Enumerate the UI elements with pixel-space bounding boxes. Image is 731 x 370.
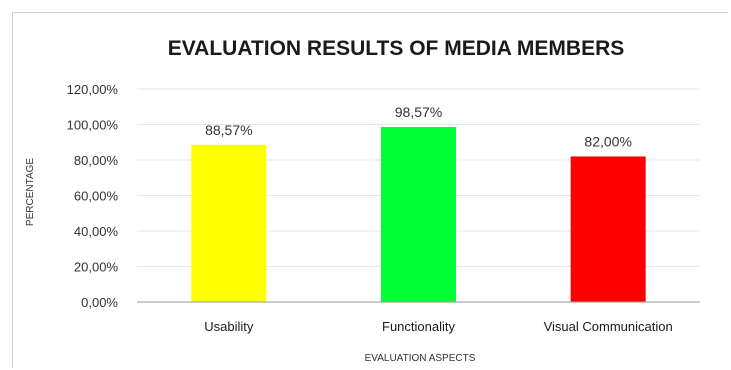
bar-functionality: [381, 127, 456, 302]
y-tick-label: 120,00%: [67, 82, 119, 97]
y-axis-ticks: 0,00% 20,00% 40,00% 60,00% 80,00% 100,00% 120,…: [67, 82, 119, 310]
category-label: Visual Communication: [544, 319, 673, 334]
y-axis-title: PERCENTAGE: [25, 158, 36, 226]
y-tick-label: 80,00%: [74, 153, 119, 168]
chart-title: EVALUATION RESULTS OF MEDIA MEMBERS: [168, 37, 625, 60]
data-label: 82,00%: [584, 133, 631, 149]
y-tick-label: 60,00%: [74, 189, 119, 204]
category-labels: Usability Functionality Visual Communicati…: [204, 319, 672, 334]
y-tick-label: 0,00%: [81, 295, 118, 310]
y-tick-label: 100,00%: [67, 118, 119, 133]
data-label: 88,57%: [205, 122, 252, 138]
y-tick-label: 40,00%: [74, 224, 119, 239]
data-labels: 88,57% 98,57% 82,00%: [205, 104, 632, 149]
category-label: Usability: [204, 319, 254, 334]
data-label: 98,57%: [395, 104, 442, 120]
bar-visual-communication: [570, 156, 646, 302]
category-label: Functionality: [382, 319, 455, 334]
chart-frame: [12, 12, 728, 368]
x-axis-title: EVALUATION ASPECTS: [365, 353, 476, 364]
y-tick-label: 20,00%: [74, 260, 119, 275]
bars: [191, 127, 646, 302]
bar-usability: [191, 144, 267, 302]
